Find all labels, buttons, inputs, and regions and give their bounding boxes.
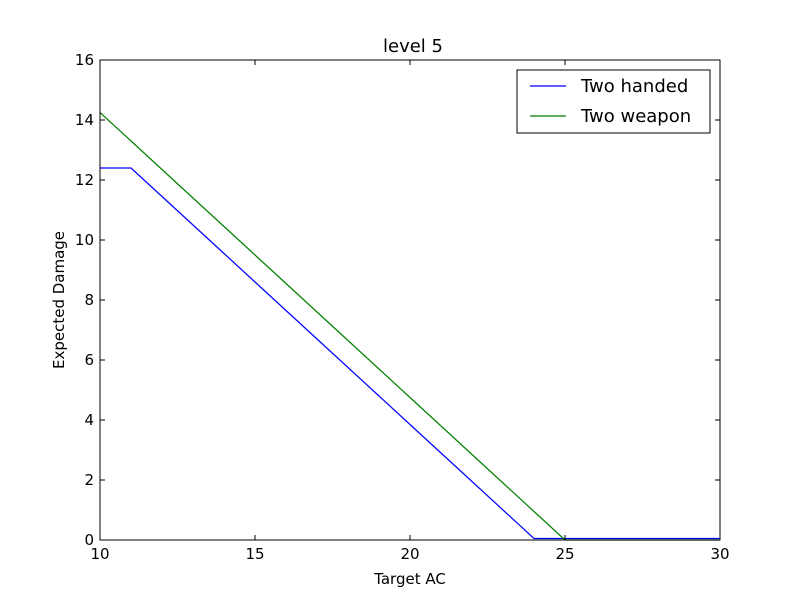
y-tick-label: 14: [75, 111, 94, 129]
plot-lines: [99, 112, 720, 541]
y-tick-label: 16: [75, 51, 94, 69]
x-tick-label: 30: [710, 545, 729, 563]
y-axis-label: Expected Damage: [50, 231, 68, 369]
x-axis-label: Target AC: [373, 570, 446, 588]
y-tick-label: 4: [84, 411, 94, 429]
y-tick-label: 6: [84, 351, 94, 369]
y-tick-label: 10: [75, 231, 94, 249]
legend-box: [516, 69, 711, 134]
y-tick-label: 2: [84, 471, 94, 489]
x-tick-label: 10: [90, 545, 109, 563]
axis-ticks: 10 15 20 25 30 0 2 4 6 8 10 12 14 16: [75, 51, 730, 563]
chart-title: level 5: [383, 36, 443, 57]
x-tick-label: 25: [555, 545, 574, 563]
x-tick-label: 15: [245, 545, 264, 563]
y-tick-label: 12: [75, 171, 94, 189]
y-tick-label: 8: [84, 291, 94, 309]
legend-label-2: Two weapon: [580, 106, 691, 127]
series-line-2: [99, 112, 720, 541]
x-tick-label: 20: [400, 545, 419, 563]
series-line-1: [100, 167, 720, 540]
legend: Two handed Two weapon: [516, 69, 711, 134]
y-tick-label: 0: [84, 531, 94, 549]
legend-label-1: Two handed: [580, 76, 688, 97]
